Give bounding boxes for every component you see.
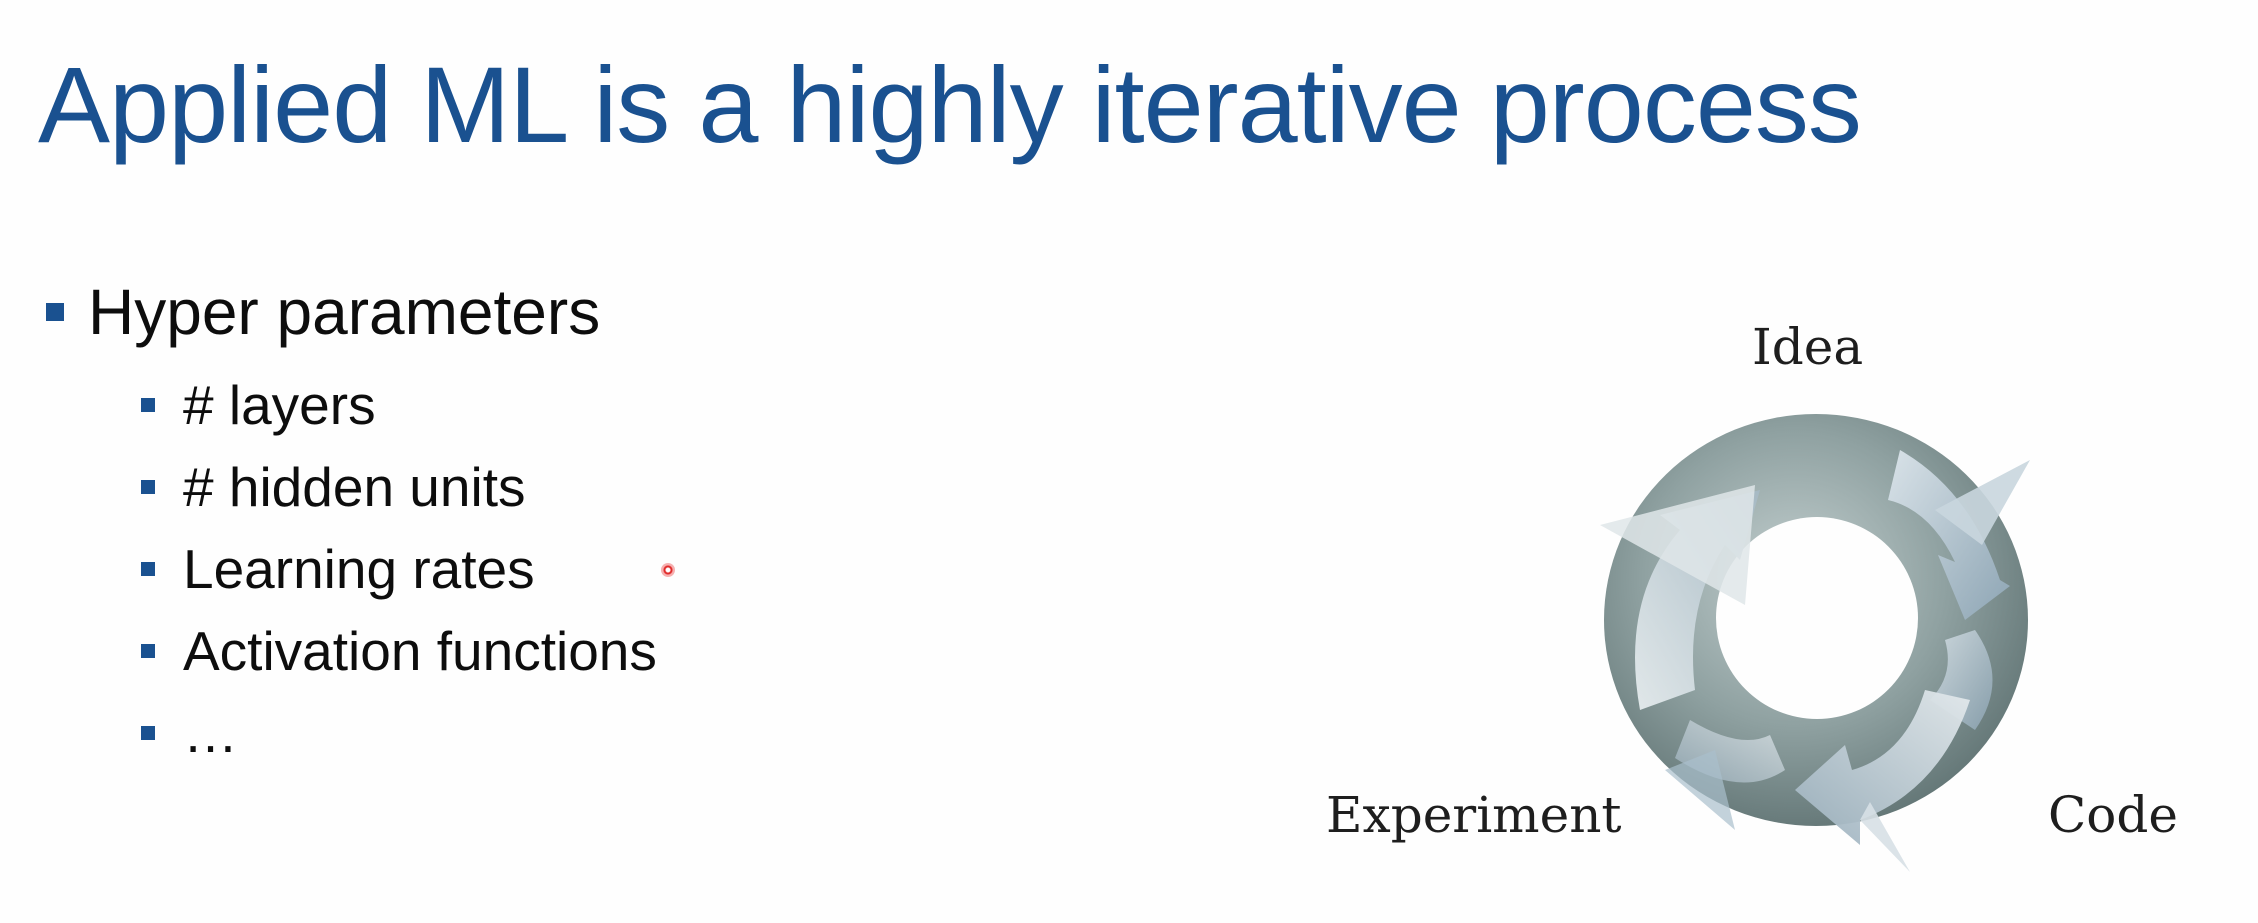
sub-bullet-marker <box>141 644 155 658</box>
sub-bullet-marker <box>141 480 155 494</box>
sub-bullet-learning-rates: Learning rates <box>141 533 535 605</box>
sub-bullet-label: Learning rates <box>183 538 535 600</box>
sub-bullet-ellipsis: … <box>141 697 238 769</box>
sub-bullet-label: … <box>183 702 238 764</box>
sub-bullet-hidden-units: # hidden units <box>141 451 526 523</box>
sub-bullet-activation-functions: Activation functions <box>141 615 657 687</box>
cycle-label-idea: Idea <box>1752 318 1864 376</box>
cycle-label-code: Code <box>2048 786 2178 844</box>
sub-bullet-label: # layers <box>183 374 376 436</box>
slide-title: Applied ML is a highly iterative process <box>38 44 1862 165</box>
arrow-code-to-experiment <box>1795 690 1970 845</box>
sub-bullet-label: # hidden units <box>183 456 526 518</box>
bullet-hyper-parameters: Hyper parameters <box>46 270 600 354</box>
bullet-marker <box>46 303 64 321</box>
arrow-idea-to-code <box>1888 450 2010 620</box>
sub-bullet-marker <box>141 398 155 412</box>
sub-bullet-label: Activation functions <box>183 620 657 682</box>
laser-pointer-icon <box>661 563 675 577</box>
cycle-label-experiment: Experiment <box>1326 786 1622 844</box>
sub-bullet-marker <box>141 726 155 740</box>
sub-bullet-layers: # layers <box>141 369 376 441</box>
bullet-label: Hyper parameters <box>88 276 601 348</box>
circular-arrows-icon <box>1600 414 2030 872</box>
sub-bullet-marker <box>141 562 155 576</box>
